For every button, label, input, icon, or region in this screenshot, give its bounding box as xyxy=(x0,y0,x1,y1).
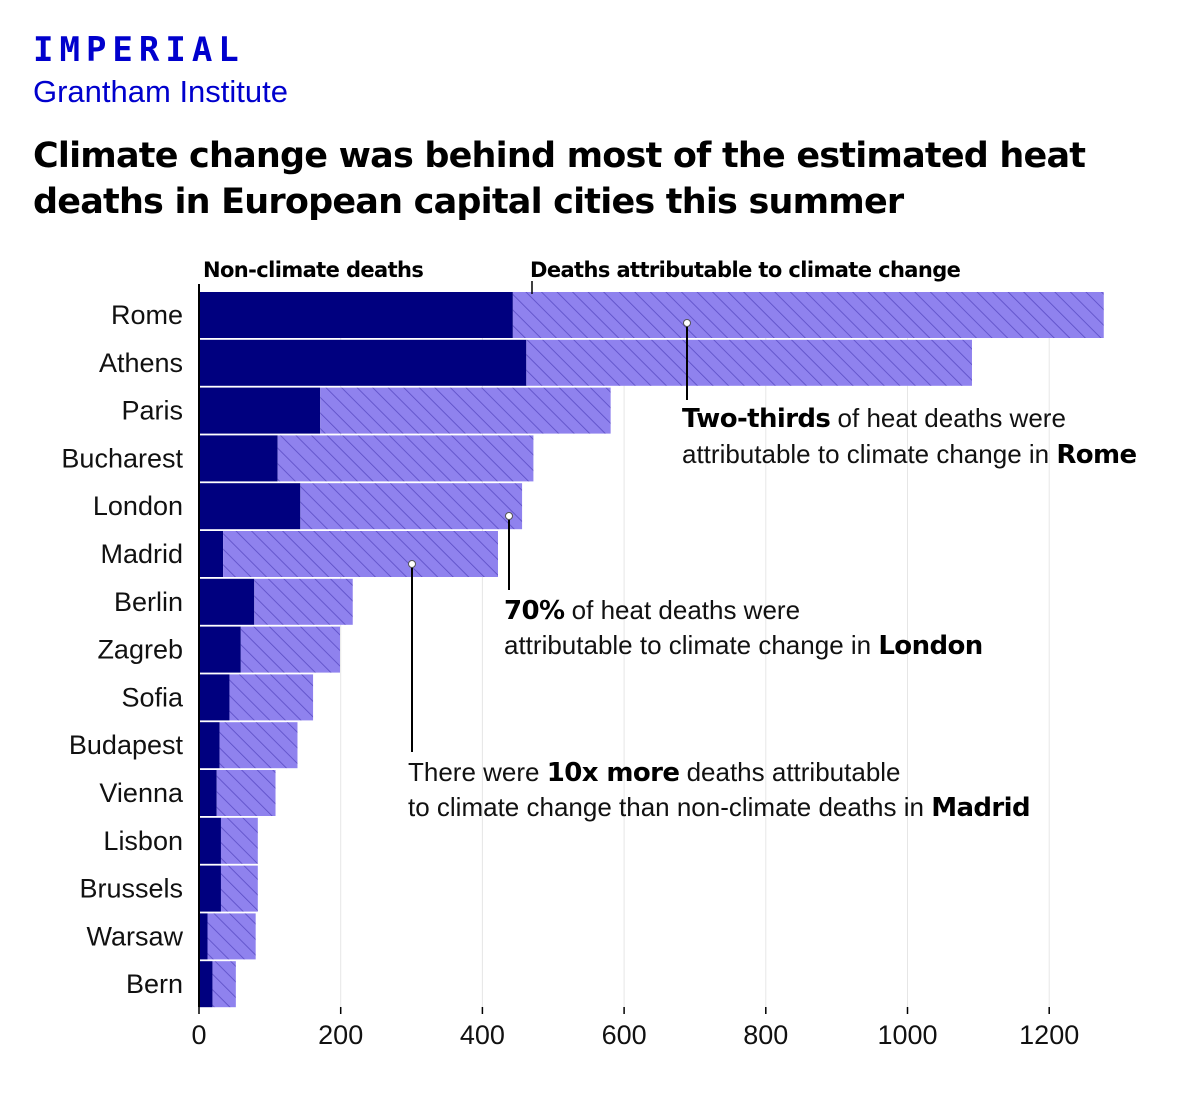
bar-non-climate-warsaw xyxy=(199,913,208,960)
annotation-madrid-span: There were xyxy=(408,757,547,787)
bar-climate-athens xyxy=(526,339,972,386)
annotation-rome-span: Two-thirds xyxy=(682,404,830,434)
category-label-madrid: Madrid xyxy=(100,539,183,569)
category-label-berlin: Berlin xyxy=(114,587,183,617)
bar-climate-warsaw xyxy=(207,913,256,960)
bar-non-climate-bern xyxy=(199,961,213,1008)
bar-non-climate-london xyxy=(199,483,301,530)
annotation-dot-rome xyxy=(683,319,691,327)
x-tick-label-800: 800 xyxy=(743,1020,788,1050)
x-tick-label-0: 0 xyxy=(191,1020,206,1050)
bar-non-climate-bucharest xyxy=(199,435,278,482)
bar-climate-london xyxy=(300,483,523,530)
bar-non-climate-sofia xyxy=(199,674,230,721)
category-label-paris: Paris xyxy=(121,396,183,426)
category-label-bucharest: Bucharest xyxy=(61,443,183,473)
annotation-rome-line-2: attributable to climate change in Rome xyxy=(682,439,1137,470)
bar-non-climate-brussels xyxy=(199,865,221,912)
annotation-dot-london xyxy=(505,512,513,520)
bar-non-climate-athens xyxy=(199,339,527,386)
chart-title: Climate change was behind most of the es… xyxy=(33,136,1086,222)
category-label-zagreb: Zagreb xyxy=(97,635,183,665)
annotation-madrid-span: to climate change than non-climate death… xyxy=(408,792,931,822)
x-tick-label-600: 600 xyxy=(602,1020,647,1050)
category-label-warsaw: Warsaw xyxy=(86,921,183,951)
bar-climate-bern xyxy=(212,961,236,1008)
brand-logo-text: IMPERIAL xyxy=(33,30,245,70)
category-label-budapest: Budapest xyxy=(69,730,184,760)
category-label-vienna: Vienna xyxy=(99,778,184,808)
x-tick-label-1000: 1000 xyxy=(877,1020,937,1050)
category-label-bern: Bern xyxy=(126,969,183,999)
annotation-madrid-span: deaths attributable xyxy=(679,757,900,787)
bar-climate-rome xyxy=(512,292,1104,338)
bar-non-climate-rome xyxy=(199,292,513,338)
annotation-rome-span: of heat deaths were xyxy=(830,403,1066,433)
annotation-madrid-span: 10x more xyxy=(547,758,680,788)
bar-climate-bucharest xyxy=(277,435,534,482)
brand-institute: Grantham Institute xyxy=(33,74,289,109)
x-tick-label-1200: 1200 xyxy=(1019,1020,1079,1050)
category-label-lisbon: Lisbon xyxy=(103,826,183,856)
bar-climate-berlin xyxy=(254,578,353,625)
category-label-brussels: Brussels xyxy=(79,874,183,904)
bar-non-climate-zagreb xyxy=(199,626,241,673)
category-label-london: London xyxy=(93,491,183,521)
annotation-madrid-span: Madrid xyxy=(931,793,1030,823)
bar-climate-budapest xyxy=(219,722,298,769)
x-tick-label-400: 400 xyxy=(460,1020,505,1050)
annotation-rome-span: Rome xyxy=(1056,440,1136,470)
annotation-london-line-1: 70% of heat deaths were xyxy=(504,595,800,626)
annotation-rome-line-1: Two-thirds of heat deaths were xyxy=(682,403,1066,434)
annotation-madrid-line-2: to climate change than non-climate death… xyxy=(408,792,1030,823)
bar-climate-brussels xyxy=(220,865,258,912)
bar-climate-zagreb xyxy=(240,626,340,673)
category-label-athens: Athens xyxy=(99,348,183,378)
annotation-rome-span: attributable to climate change in xyxy=(682,439,1056,469)
bar-non-climate-budapest xyxy=(199,722,220,769)
legend-label-0: Non-climate deaths xyxy=(203,258,423,282)
bar-climate-madrid xyxy=(223,531,498,577)
annotation-london-line-2: attributable to climate change in London xyxy=(504,630,983,661)
annotation-london-span: of heat deaths were xyxy=(564,595,800,625)
bar-non-climate-vienna xyxy=(199,770,217,816)
x-tick-label-200: 200 xyxy=(318,1020,363,1050)
category-label-sofia: Sofia xyxy=(121,682,184,712)
annotation-london-span: London xyxy=(878,631,982,661)
annotation-london-span: attributable to climate change in xyxy=(504,630,878,660)
bar-climate-paris xyxy=(320,387,611,434)
annotation-madrid-line-1: There were 10x more deaths attributable xyxy=(408,757,901,788)
annotation-london-span: 70% xyxy=(504,596,565,626)
bar-climate-sofia xyxy=(229,674,314,721)
bar-non-climate-berlin xyxy=(199,578,255,625)
category-label-rome: Rome xyxy=(111,300,183,330)
legend-label-1: Deaths attributable to climate change xyxy=(530,258,961,282)
bar-non-climate-madrid xyxy=(199,531,224,577)
annotation-dot-madrid xyxy=(408,560,416,568)
bar-climate-vienna xyxy=(216,770,276,816)
bar-non-climate-lisbon xyxy=(199,817,221,864)
bar-non-climate-paris xyxy=(199,387,321,434)
bar-climate-lisbon xyxy=(220,817,258,864)
